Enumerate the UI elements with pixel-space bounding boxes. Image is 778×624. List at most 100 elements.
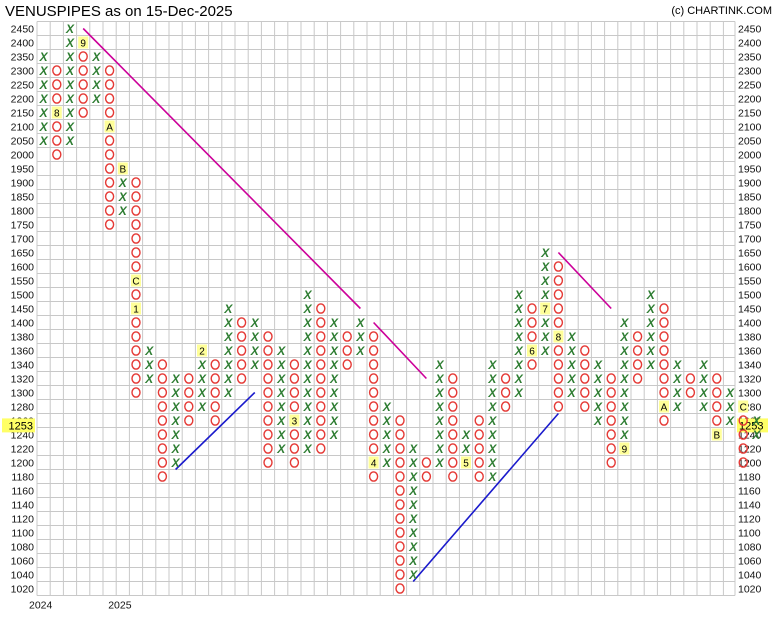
o-mark bbox=[395, 583, 405, 594]
o-mark bbox=[632, 373, 643, 384]
o-mark bbox=[606, 401, 616, 412]
y-tick-label-left: 1380 bbox=[11, 332, 35, 344]
o-mark bbox=[553, 317, 564, 328]
y-tick-label-right: 2350 bbox=[738, 52, 762, 64]
o-mark bbox=[738, 457, 748, 468]
x-mark: X bbox=[303, 358, 313, 372]
o-mark bbox=[104, 93, 115, 104]
x-mark: X bbox=[91, 78, 101, 92]
x-mark: X bbox=[540, 330, 550, 344]
x-mark: X bbox=[408, 540, 418, 554]
x-mark: X bbox=[699, 372, 709, 386]
o-mark bbox=[712, 387, 722, 398]
y-tick-label-left: 1360 bbox=[11, 346, 35, 358]
x-mark: X bbox=[250, 344, 260, 358]
y-tick-label-left: 1450 bbox=[11, 304, 35, 316]
x-mark: X bbox=[171, 428, 181, 442]
o-mark bbox=[131, 373, 141, 384]
o-mark bbox=[157, 359, 168, 370]
o-mark bbox=[632, 331, 643, 342]
x-mark: X bbox=[435, 428, 445, 442]
o-mark bbox=[474, 471, 484, 482]
x-mark: X bbox=[672, 358, 682, 372]
y-tick-label-right: 1700 bbox=[738, 234, 762, 246]
x-mark: X bbox=[91, 64, 101, 78]
x-mark: X bbox=[303, 442, 313, 456]
x-mark: X bbox=[171, 442, 181, 456]
y-tick-label-left: 1700 bbox=[11, 234, 35, 246]
x-mark: X bbox=[39, 64, 49, 78]
o-mark bbox=[289, 457, 300, 468]
x-mark: X bbox=[355, 330, 365, 344]
o-mark bbox=[368, 345, 379, 356]
month-marker-box bbox=[619, 442, 630, 455]
month-marker-box bbox=[711, 428, 722, 441]
o-mark bbox=[104, 79, 115, 90]
month-marker: 9 bbox=[80, 39, 86, 50]
x-mark: X bbox=[276, 386, 286, 400]
x-mark: X bbox=[487, 428, 497, 442]
o-mark bbox=[184, 373, 194, 384]
o-mark bbox=[263, 331, 273, 342]
o-mark bbox=[500, 373, 511, 384]
x-mark: X bbox=[540, 344, 550, 358]
month-marker-box bbox=[131, 302, 141, 315]
o-mark bbox=[289, 401, 300, 412]
o-mark bbox=[527, 359, 537, 370]
x-mark: X bbox=[223, 316, 233, 330]
current-price-label-left: 1253 bbox=[9, 420, 33, 432]
downtrend-line bbox=[373, 321, 427, 380]
o-mark bbox=[553, 373, 564, 384]
o-mark bbox=[738, 415, 748, 426]
o-mark bbox=[527, 317, 537, 328]
o-mark bbox=[263, 359, 273, 370]
y-tick-label-left: 2000 bbox=[11, 150, 35, 162]
month-marker: 4 bbox=[371, 459, 377, 470]
x-mark: X bbox=[514, 302, 524, 316]
downtrend-line bbox=[82, 27, 361, 310]
x-mark: X bbox=[144, 358, 154, 372]
month-marker-box bbox=[197, 344, 207, 357]
o-mark bbox=[474, 429, 484, 440]
o-mark bbox=[712, 373, 722, 384]
x-mark: X bbox=[171, 386, 181, 400]
y-tick-label-left: 2350 bbox=[11, 52, 35, 64]
o-mark bbox=[210, 373, 220, 384]
o-mark bbox=[131, 247, 141, 258]
x-mark: X bbox=[65, 64, 75, 78]
o-mark bbox=[52, 135, 62, 146]
x-mark: X bbox=[408, 526, 418, 540]
month-marker: 6 bbox=[529, 347, 535, 358]
x-mark: X bbox=[276, 400, 286, 414]
o-mark bbox=[448, 429, 458, 440]
x-mark: X bbox=[619, 330, 629, 344]
x-mark: X bbox=[725, 400, 735, 414]
o-mark bbox=[157, 415, 168, 426]
o-mark bbox=[368, 429, 379, 440]
x-mark: X bbox=[646, 288, 656, 302]
x-mark: X bbox=[593, 386, 603, 400]
x-mark: X bbox=[699, 358, 709, 372]
o-mark bbox=[659, 415, 669, 426]
y-tick-label-left: 1550 bbox=[11, 276, 35, 288]
o-mark bbox=[131, 191, 141, 202]
y-tick-label-right: 1300 bbox=[738, 388, 762, 400]
x-mark: X bbox=[39, 92, 49, 106]
o-mark bbox=[52, 149, 62, 160]
o-mark bbox=[659, 331, 669, 342]
y-tick-label-left: 1650 bbox=[11, 248, 35, 260]
o-mark bbox=[52, 79, 62, 90]
o-mark bbox=[395, 457, 405, 468]
o-mark bbox=[316, 373, 326, 384]
y-tick-label-left: 1750 bbox=[11, 220, 35, 232]
y-tick-label-left: 2450 bbox=[11, 24, 35, 36]
o-mark bbox=[474, 443, 484, 454]
o-mark bbox=[104, 191, 115, 202]
o-mark bbox=[553, 289, 564, 300]
o-mark bbox=[104, 177, 115, 188]
o-mark bbox=[52, 121, 62, 132]
x-mark: X bbox=[118, 204, 128, 218]
x-mark: X bbox=[514, 288, 524, 302]
month-marker: C bbox=[132, 277, 139, 288]
x-mark: X bbox=[646, 344, 656, 358]
